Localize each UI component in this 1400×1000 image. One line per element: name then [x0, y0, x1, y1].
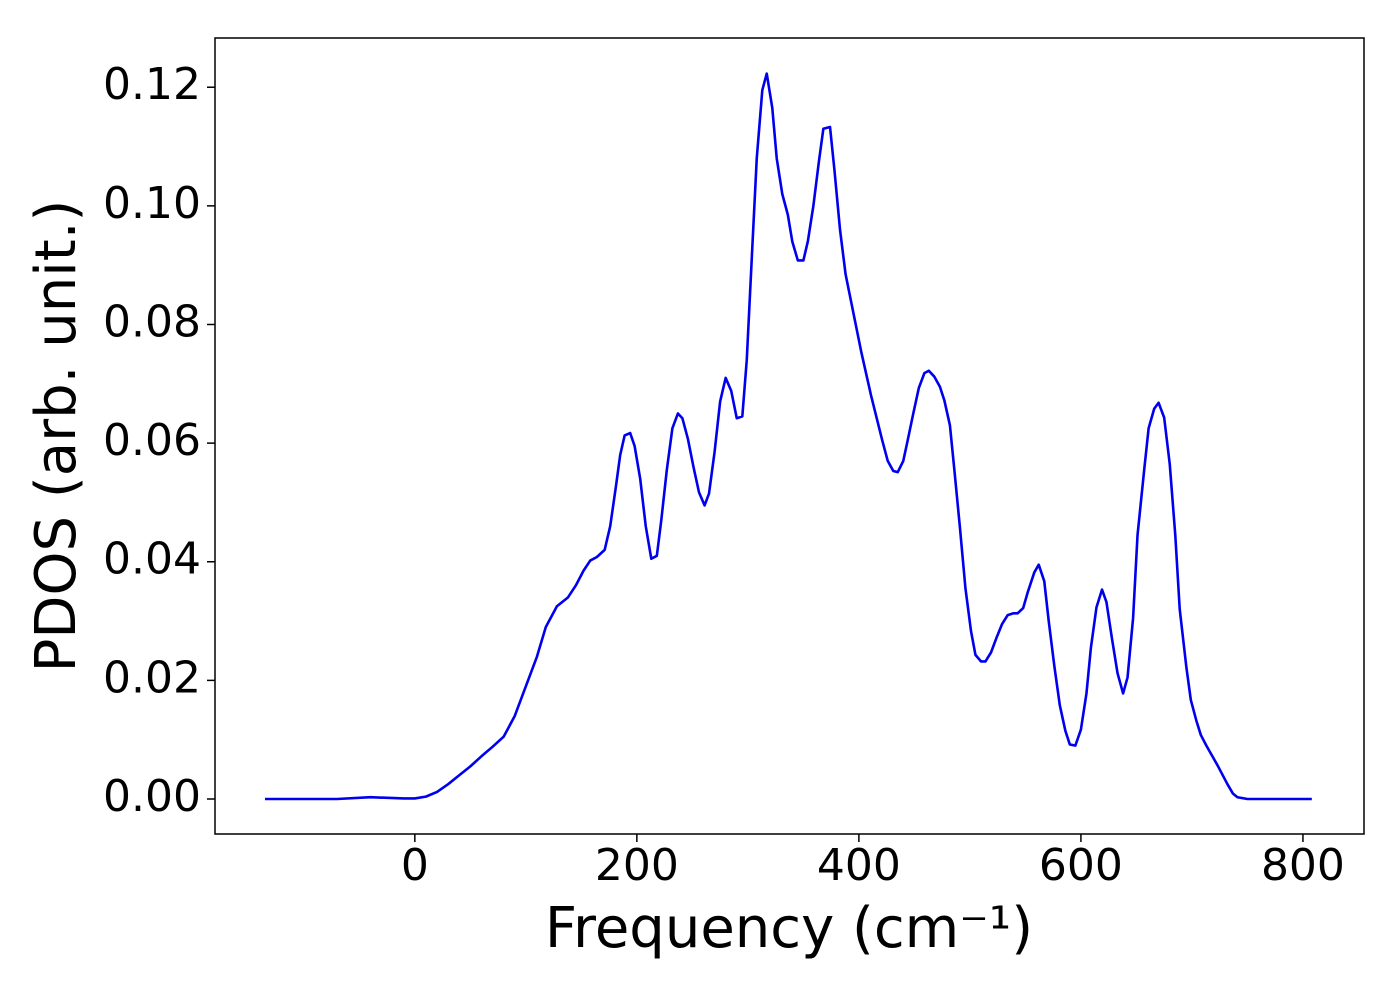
- plot-frame: [214, 37, 1365, 835]
- y-tick-label: 0.06: [103, 415, 201, 466]
- y-tick-label: 0.10: [103, 178, 201, 229]
- x-tick-label: 600: [1039, 840, 1123, 891]
- x-tick-label: 200: [595, 840, 679, 891]
- x-tick-label: 0: [401, 840, 429, 891]
- data-line: [264, 72, 1312, 801]
- y-tick-label: 0.08: [103, 296, 201, 347]
- x-axis-label: Frequency (cm⁻¹): [545, 896, 1033, 961]
- y-axis-label: PDOS (arb. unit.): [24, 200, 89, 673]
- x-tick-label: 800: [1261, 840, 1345, 891]
- y-tick-label: 0.00: [103, 771, 201, 822]
- x-tick-label: 400: [817, 840, 901, 891]
- y-tick-label: 0.02: [103, 652, 201, 703]
- y-tick-label: 0.04: [103, 534, 201, 585]
- y-tick-label: 0.12: [103, 59, 201, 110]
